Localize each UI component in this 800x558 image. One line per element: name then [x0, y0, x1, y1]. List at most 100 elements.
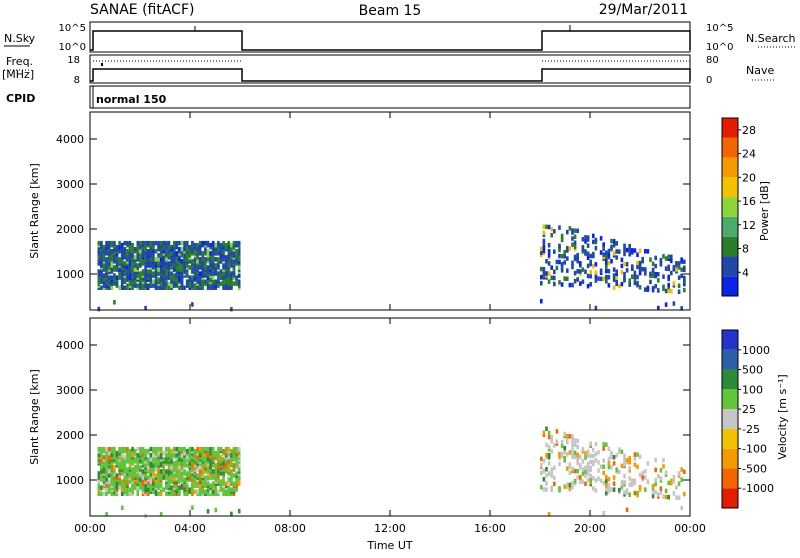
data-cell: [217, 257, 220, 262]
data-cell: [191, 475, 194, 480]
data-cell: [170, 485, 173, 490]
data-cell: [547, 434, 551, 440]
data-cell: [154, 489, 158, 494]
data-cell: [204, 455, 207, 460]
data-cell: [568, 470, 572, 475]
data-cell: [227, 485, 231, 490]
data-cell: [159, 269, 163, 274]
data-cell: [605, 442, 608, 447]
data-cell: [149, 453, 153, 458]
data-cell: [237, 249, 241, 254]
data-cell: [589, 273, 592, 279]
data-cell: [576, 277, 579, 282]
data-cell: [172, 467, 176, 472]
data-cell: [664, 494, 668, 500]
data-cell: [623, 480, 626, 485]
colorbar-swatch: [722, 177, 738, 198]
velocity-ylabel: Slant Range [km]: [28, 369, 41, 465]
data-cell: [563, 456, 566, 461]
colorbar-tick-label: -25: [742, 423, 760, 436]
data-cell: [657, 492, 660, 497]
data-cell: [159, 240, 163, 246]
data-cell: [227, 459, 231, 464]
data-cell: [571, 448, 574, 453]
x-tick-label: 00:00: [74, 522, 106, 535]
data-cell: [188, 487, 192, 492]
data-cell: [224, 273, 228, 278]
data-cell: [144, 487, 147, 492]
data-cell: [571, 434, 574, 439]
data-cell: [237, 240, 241, 246]
data-cell: [571, 282, 574, 288]
data-cell: [649, 279, 652, 285]
data-cell: [545, 259, 548, 264]
data-cell: [571, 260, 574, 266]
data-cell: [573, 244, 577, 250]
data-cell: [157, 267, 160, 272]
data-cell: [128, 240, 132, 246]
data-cell: [664, 302, 668, 307]
data-cell: [540, 246, 543, 252]
data-cell: [573, 478, 577, 484]
data-cell: [680, 273, 683, 278]
data-cell: [144, 448, 147, 454]
data-cell: [625, 507, 629, 513]
data-cell: [633, 462, 637, 467]
data-cell: [227, 240, 231, 246]
data-cell: [605, 254, 608, 260]
data-cell: [581, 267, 585, 272]
data-cell: [183, 487, 186, 492]
data-cell: [146, 240, 150, 246]
data-cell: [628, 482, 631, 487]
data-cell: [667, 264, 670, 270]
data-cell: [146, 269, 150, 274]
data-cell: [607, 477, 611, 482]
data-cell: [644, 271, 647, 276]
data-cell: [128, 479, 132, 484]
data-cell: [206, 249, 210, 254]
data-cell: [547, 444, 551, 450]
data-cell: [110, 479, 114, 484]
data-cell: [615, 249, 618, 254]
data-cell: [224, 446, 228, 452]
colorbar-tick-label: -100: [742, 443, 767, 456]
data-cell: [209, 451, 212, 456]
data-cell: [230, 242, 233, 248]
data-cell: [211, 279, 215, 284]
data-cell: [159, 261, 163, 266]
data-cell: [131, 285, 134, 290]
data-cell: [219, 479, 223, 484]
velocity-colorbar: 1000 500 100 25 -25 -100 -500 -1000: [721, 329, 774, 509]
y-tick-label: 2000: [56, 429, 84, 442]
data-cell: [120, 259, 124, 264]
data-cell: [204, 240, 207, 246]
data-cell: [149, 275, 153, 280]
data-cell: [170, 245, 173, 250]
data-cell: [638, 472, 642, 478]
data-cell: [542, 248, 546, 254]
data-cell: [644, 487, 647, 492]
data-cell: [558, 280, 561, 285]
data-cell: [196, 259, 199, 264]
data-cell: [162, 279, 166, 284]
data-cell: [607, 269, 611, 274]
data-cell: [157, 240, 160, 246]
data-cell: [154, 249, 158, 254]
data-cell: [159, 469, 163, 474]
data-cell: [553, 249, 556, 254]
data-cell: [612, 475, 616, 480]
data-cell: [175, 251, 179, 256]
data-cell: [636, 260, 639, 266]
data-cell: [126, 249, 129, 254]
data-cell: [146, 273, 150, 278]
data-cell: [191, 240, 194, 246]
data-cell: [188, 251, 192, 256]
data-cell: [191, 259, 194, 264]
nsearch-label: N.Search: [746, 32, 796, 45]
data-cell: [224, 277, 228, 282]
data-cell: [146, 249, 150, 254]
data-cell: [97, 277, 101, 282]
data-cell: [644, 267, 647, 272]
data-cell: [123, 446, 127, 452]
data-cell: [141, 240, 145, 246]
